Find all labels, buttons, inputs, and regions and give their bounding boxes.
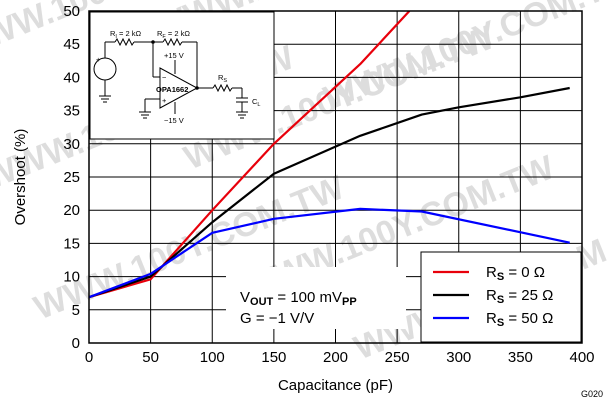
y-tick-label: 45	[63, 36, 80, 53]
x-axis-label: Capacitance (pF)	[278, 377, 393, 394]
figure-code: G020	[581, 389, 603, 399]
junction-dot	[151, 40, 155, 44]
y-tick-label: 30	[63, 136, 80, 153]
x-tick-label: 50	[142, 349, 159, 366]
y-tick-label: 35	[63, 103, 80, 120]
vpos-label: +15 V	[164, 51, 184, 60]
watermark-text: WWW.100Y.COM.TW	[319, 0, 607, 117]
rs-label: RS	[218, 73, 227, 84]
x-tick-label: 250	[385, 349, 410, 366]
x-tick-label: 400	[569, 349, 594, 366]
x-tick-labels: 0 50 100 150 200 250 300 350 400	[85, 349, 595, 366]
legend-label-2: RS = 25 Ω	[486, 287, 553, 306]
circuit-wiring	[93, 37, 248, 114]
legend-label-3: RS = 50 Ω	[486, 310, 553, 329]
x-tick-label: 200	[323, 349, 348, 366]
series-line-3	[89, 207, 570, 299]
x-tick-label: 350	[508, 349, 533, 366]
x-tick-label: 300	[446, 349, 471, 366]
x-tick-label: 0	[85, 349, 93, 366]
opamp-label: OPA1662	[156, 85, 188, 94]
y-tick-label: 20	[63, 202, 80, 219]
y-tick-label: 15	[63, 235, 80, 252]
series-line-1	[89, 11, 411, 299]
legend-label-1: RS = 0 Ω	[486, 264, 545, 283]
ri-label: RI = 2 kΩ	[110, 29, 142, 40]
y-tick-label: 25	[63, 169, 80, 186]
plot-frame	[88, 10, 583, 344]
source-plus: +	[96, 55, 101, 64]
y-tick-label: 50	[63, 3, 80, 20]
rf-label: RF = 2 kΩ	[157, 29, 190, 40]
y-tick-label: 10	[63, 269, 80, 286]
legend: RS = 0 Ω RS = 25 Ω RS = 50 Ω	[420, 251, 582, 343]
cl-label: CL	[252, 97, 260, 108]
noninv-input-sign: +	[162, 96, 167, 105]
y-axis-label: Overshoot (%)	[12, 129, 29, 226]
y-tick-labels: 0 5 10 15 20 25 30 35 40 45 50	[63, 3, 80, 352]
junction-dot	[195, 86, 199, 90]
y-tick-label: 5	[72, 302, 80, 319]
x-tick-label: 100	[200, 349, 225, 366]
circuit-grounds	[99, 95, 248, 119]
x-tick-label: 150	[261, 349, 286, 366]
test-conditions: VOUT = 100 mVPP G = −1 V/V	[226, 267, 406, 329]
circuit-inset: + RI = 2 kΩ RF = 2 kΩ +15 V −15 V − + OP…	[89, 11, 275, 140]
series-line-2	[89, 86, 570, 299]
legend-box	[420, 251, 582, 343]
inv-input-sign: −	[162, 73, 167, 82]
series-layer	[89, 11, 570, 299]
vneg-label: −15 V	[164, 116, 184, 125]
y-tick-label: 0	[72, 335, 80, 352]
y-tick-label: 40	[63, 69, 80, 86]
gain-annotation: G = −1 V/V	[240, 310, 314, 327]
vout-annotation: VOUT = 100 mVPP	[240, 289, 357, 308]
